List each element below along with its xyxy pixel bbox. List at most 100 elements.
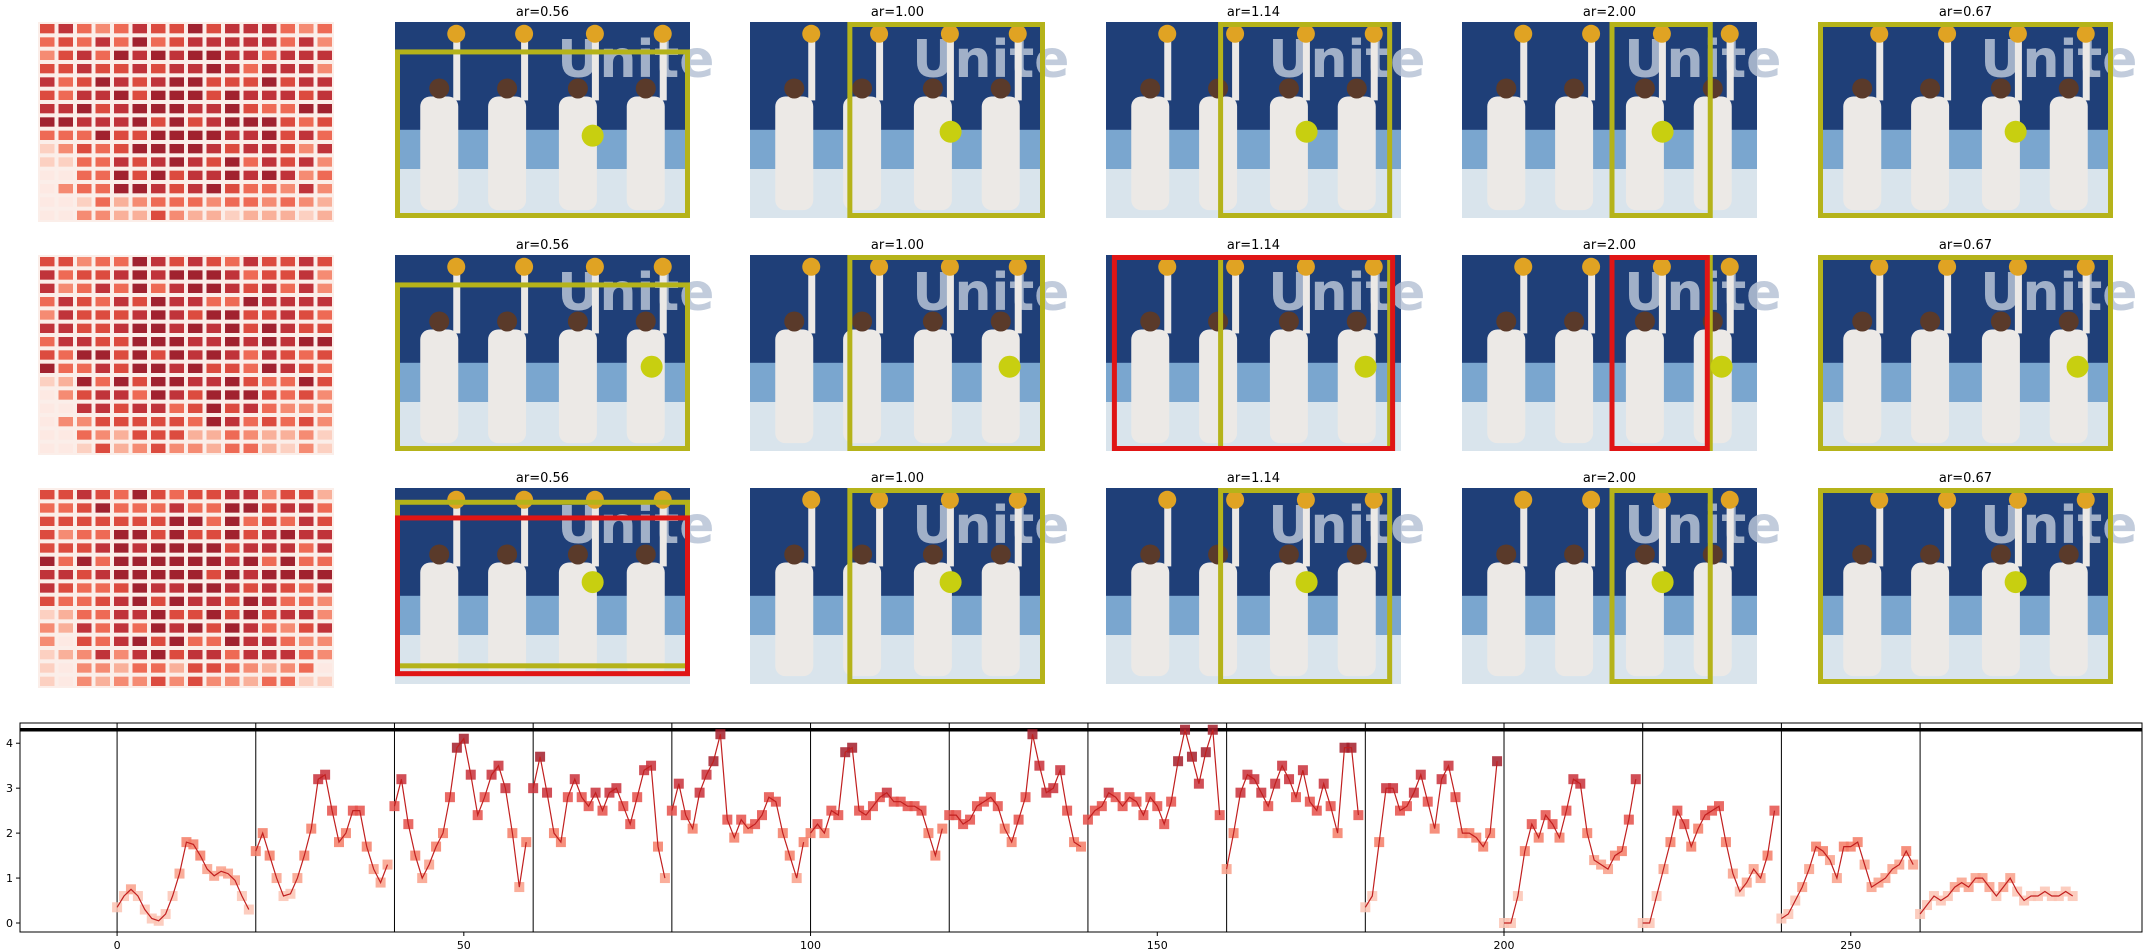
heatmap-cell xyxy=(280,556,295,566)
heatmap-cell xyxy=(317,117,332,127)
heatmap-cell xyxy=(58,363,73,373)
heatmap-cell xyxy=(77,350,92,360)
photo-backdrop-text: Unite xyxy=(1268,496,1425,556)
athlete-head xyxy=(1920,78,1941,99)
heatmap-cell xyxy=(280,610,295,620)
series-line xyxy=(1919,876,2074,915)
heatmap-cell xyxy=(95,184,110,194)
athlete-arm xyxy=(659,266,667,334)
series-line xyxy=(255,773,389,897)
heatmap-cell xyxy=(225,583,240,593)
heatmap-cell xyxy=(280,297,295,307)
heatmap-cell xyxy=(95,297,110,307)
data-point xyxy=(1915,909,1926,920)
bouquet xyxy=(802,490,821,509)
heatmap-cell xyxy=(225,117,240,127)
heatmap-cell xyxy=(114,184,129,194)
heatmap-cell xyxy=(280,503,295,513)
heatmap-cell xyxy=(95,270,110,280)
athlete-arm xyxy=(1726,33,1734,101)
heatmap-cell xyxy=(132,323,147,333)
heatmap-cell xyxy=(280,417,295,427)
heatmap-cell xyxy=(95,283,110,293)
heatmap-cell xyxy=(299,676,314,686)
heatmap-cell xyxy=(188,417,203,427)
heatmap-cell xyxy=(169,430,184,440)
athlete-head xyxy=(1564,78,1585,99)
athlete-arm xyxy=(1302,33,1310,101)
heatmap-cell xyxy=(169,117,184,127)
heatmap-cell xyxy=(95,583,110,593)
heatmap-cell xyxy=(280,90,295,100)
athlete-body xyxy=(981,329,1020,444)
athlete-head xyxy=(1208,544,1229,565)
panel-title: ar=0.56 xyxy=(516,5,569,20)
heatmap-cell xyxy=(40,623,55,633)
heatmap-cell xyxy=(225,257,240,267)
bouquet xyxy=(802,257,821,276)
athlete-body xyxy=(2049,96,2088,211)
heatmap-cell xyxy=(280,530,295,540)
x-tick-label: 200 xyxy=(1494,939,1515,952)
bouquet xyxy=(515,24,534,43)
heatmap-cell xyxy=(95,650,110,660)
heatmap-cell xyxy=(317,443,332,453)
heatmap-cell xyxy=(58,610,73,620)
heatmap-cell xyxy=(132,130,147,140)
heatmap-cell xyxy=(262,417,277,427)
heatmap-cell xyxy=(243,650,258,660)
heatmap-cell xyxy=(114,24,129,34)
heatmap-cell xyxy=(95,596,110,606)
panel-title: ar=0.67 xyxy=(1939,238,1992,253)
heatmap-cell xyxy=(132,623,147,633)
heatmap-cell xyxy=(169,197,184,207)
heatmap-cell xyxy=(188,543,203,553)
heatmap-cell xyxy=(77,443,92,453)
heatmap-cell xyxy=(317,210,332,220)
heatmap-cell xyxy=(206,490,221,500)
heatmap-cell xyxy=(151,650,166,660)
athlete-head xyxy=(635,78,656,99)
heatmap-cell xyxy=(188,104,203,114)
heatmap-cell xyxy=(206,257,221,267)
heatmap-cell xyxy=(262,570,277,580)
heatmap-cell xyxy=(299,310,314,320)
heatmap-cell xyxy=(262,64,277,74)
crop-box xyxy=(847,22,1045,218)
athlete-arm xyxy=(1302,266,1310,334)
heatmap-cell xyxy=(40,157,55,167)
heatmap-cell xyxy=(40,64,55,74)
heatmap-cell xyxy=(95,636,110,646)
athlete-arm xyxy=(946,33,954,101)
heatmap-cell xyxy=(206,610,221,620)
athlete-body xyxy=(1625,562,1664,677)
athlete-head xyxy=(1496,544,1517,565)
athlete-arm xyxy=(1658,266,1666,334)
heatmap-cell xyxy=(262,543,277,553)
bouquet xyxy=(1364,24,1383,43)
heatmap-cell xyxy=(225,556,240,566)
heatmap-cell xyxy=(151,530,166,540)
athlete-body xyxy=(1555,96,1594,211)
athlete-arm xyxy=(808,33,816,101)
series-line xyxy=(116,841,250,922)
heatmap-cell xyxy=(280,270,295,280)
heatmap-cell xyxy=(188,24,203,34)
athlete-arm xyxy=(1944,266,1952,334)
heatmap-cell xyxy=(225,170,240,180)
heatmap-cell xyxy=(280,24,295,34)
photo-panel: ar=1.14 Unite xyxy=(1106,238,1425,451)
heatmap-cell xyxy=(132,210,147,220)
heatmap-cell xyxy=(132,270,147,280)
bouquet xyxy=(1296,490,1315,509)
heatmap-cell xyxy=(40,350,55,360)
heatmap-cell xyxy=(77,144,92,154)
heatmap-cell xyxy=(151,676,166,686)
heatmap-cell xyxy=(243,516,258,526)
heatmap-cell xyxy=(151,210,166,220)
heatmap-cell xyxy=(243,570,258,580)
athlete-head xyxy=(852,544,873,565)
heatmap-cell xyxy=(280,516,295,526)
athlete-body xyxy=(1199,562,1238,677)
crop-box xyxy=(1818,488,2113,684)
